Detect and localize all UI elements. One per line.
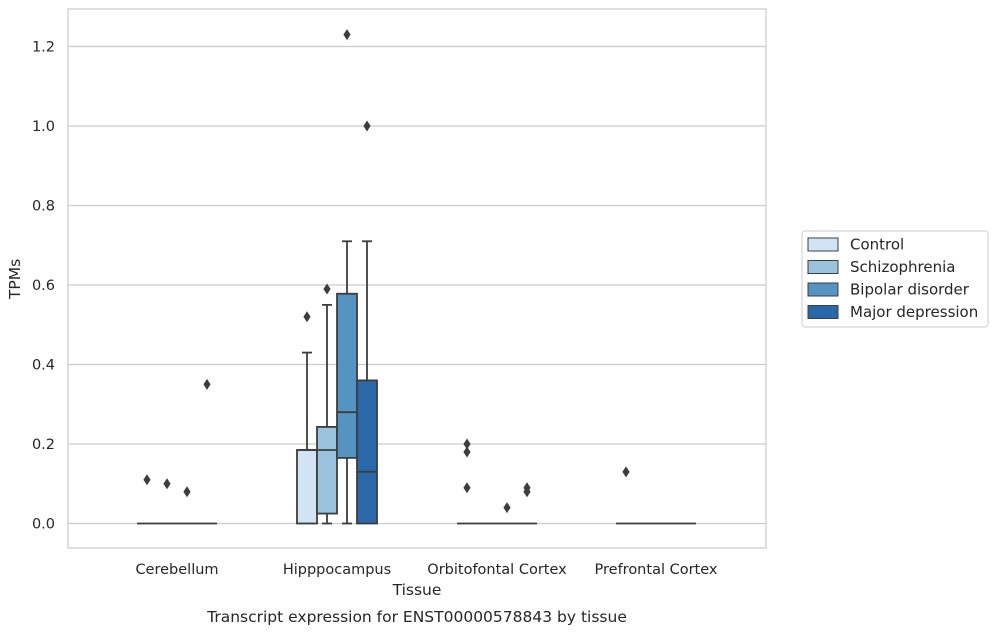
box-2-0-outlier-0 [183, 486, 191, 498]
y-tick-label-0: 0.0 [32, 517, 55, 533]
y-axis-ticks: 0.0 0.2 0.4 0.6 0.8 1.0 1.2 [32, 40, 55, 533]
legend-frame [801, 230, 989, 328]
box-2-1-outlier-0 [343, 29, 351, 41]
box-0-2-outlier-1 [463, 446, 471, 458]
x-tick-label-3: Prefrontal Cortex [595, 562, 718, 578]
box-0-2-outlier-0 [463, 438, 471, 450]
legend-swatch-0 [807, 237, 839, 252]
box-3-1-body [356, 379, 378, 525]
legend: Control Schizophrenia Bipolar disorder Majo… [801, 230, 989, 328]
box-0-2-outlier-2 [463, 482, 471, 494]
box-1-0-outlier-0 [163, 478, 171, 490]
legend-items: Control Schizophrenia Bipolar disorder Majo… [807, 236, 978, 321]
y-tick-label-5: 1.0 [32, 119, 55, 135]
x-tick-label-2: Orbitofontal Cortex [427, 562, 567, 578]
box-3-0-outlier-0 [203, 378, 211, 390]
x-axis-ticks: Cerebellum Hipppocampus Orbitofontal Corte… [135, 562, 717, 578]
box-1-1-outlier-0 [323, 283, 331, 295]
grid-lines [68, 45, 766, 525]
box-1-1-body [316, 426, 338, 515]
legend-swatch-3 [807, 305, 839, 319]
box-0-1-body [296, 449, 318, 525]
legend-label-3: Major depression [850, 303, 978, 321]
plot-area-frame [67, 8, 767, 549]
y-tick-label-4: 0.8 [32, 199, 55, 215]
box-0-1-outlier-0 [303, 311, 311, 323]
y-axis-label: TPMs [6, 259, 24, 300]
box-3-2-outlier-1 [523, 486, 531, 498]
legend-swatch-1 [807, 260, 839, 274]
series-1 [157, 283, 656, 525]
box-0-0-outlier-0 [143, 474, 151, 486]
chart-title: Transcript expression for ENST0000057884… [206, 608, 627, 626]
box-2-1-body [336, 292, 358, 459]
legend-swatch-2 [807, 282, 839, 297]
legend-label-2: Bipolar disorder [850, 281, 970, 299]
legend-label-0: Control [850, 236, 904, 254]
y-tick-label-2: 0.4 [32, 358, 55, 374]
x-axis-label: Tissue [392, 581, 442, 599]
box-2-2-outlier-0 [503, 502, 511, 514]
x-tick-label-1: Hipppocampus [283, 562, 391, 578]
y-tick-label-6: 1.2 [32, 40, 55, 56]
x-tick-label-0: Cerebellum [135, 562, 218, 578]
box-series [137, 29, 696, 525]
y-tick-label-1: 0.2 [32, 437, 55, 453]
series-3 [197, 120, 696, 525]
box-3-1-outlier-0 [363, 120, 371, 132]
series-2 [177, 29, 676, 525]
legend-label-1: Schizophrenia [850, 258, 955, 276]
box-0-3-outlier-0 [622, 466, 630, 478]
series-0 [137, 311, 636, 525]
y-tick-label-3: 0.6 [32, 278, 55, 294]
